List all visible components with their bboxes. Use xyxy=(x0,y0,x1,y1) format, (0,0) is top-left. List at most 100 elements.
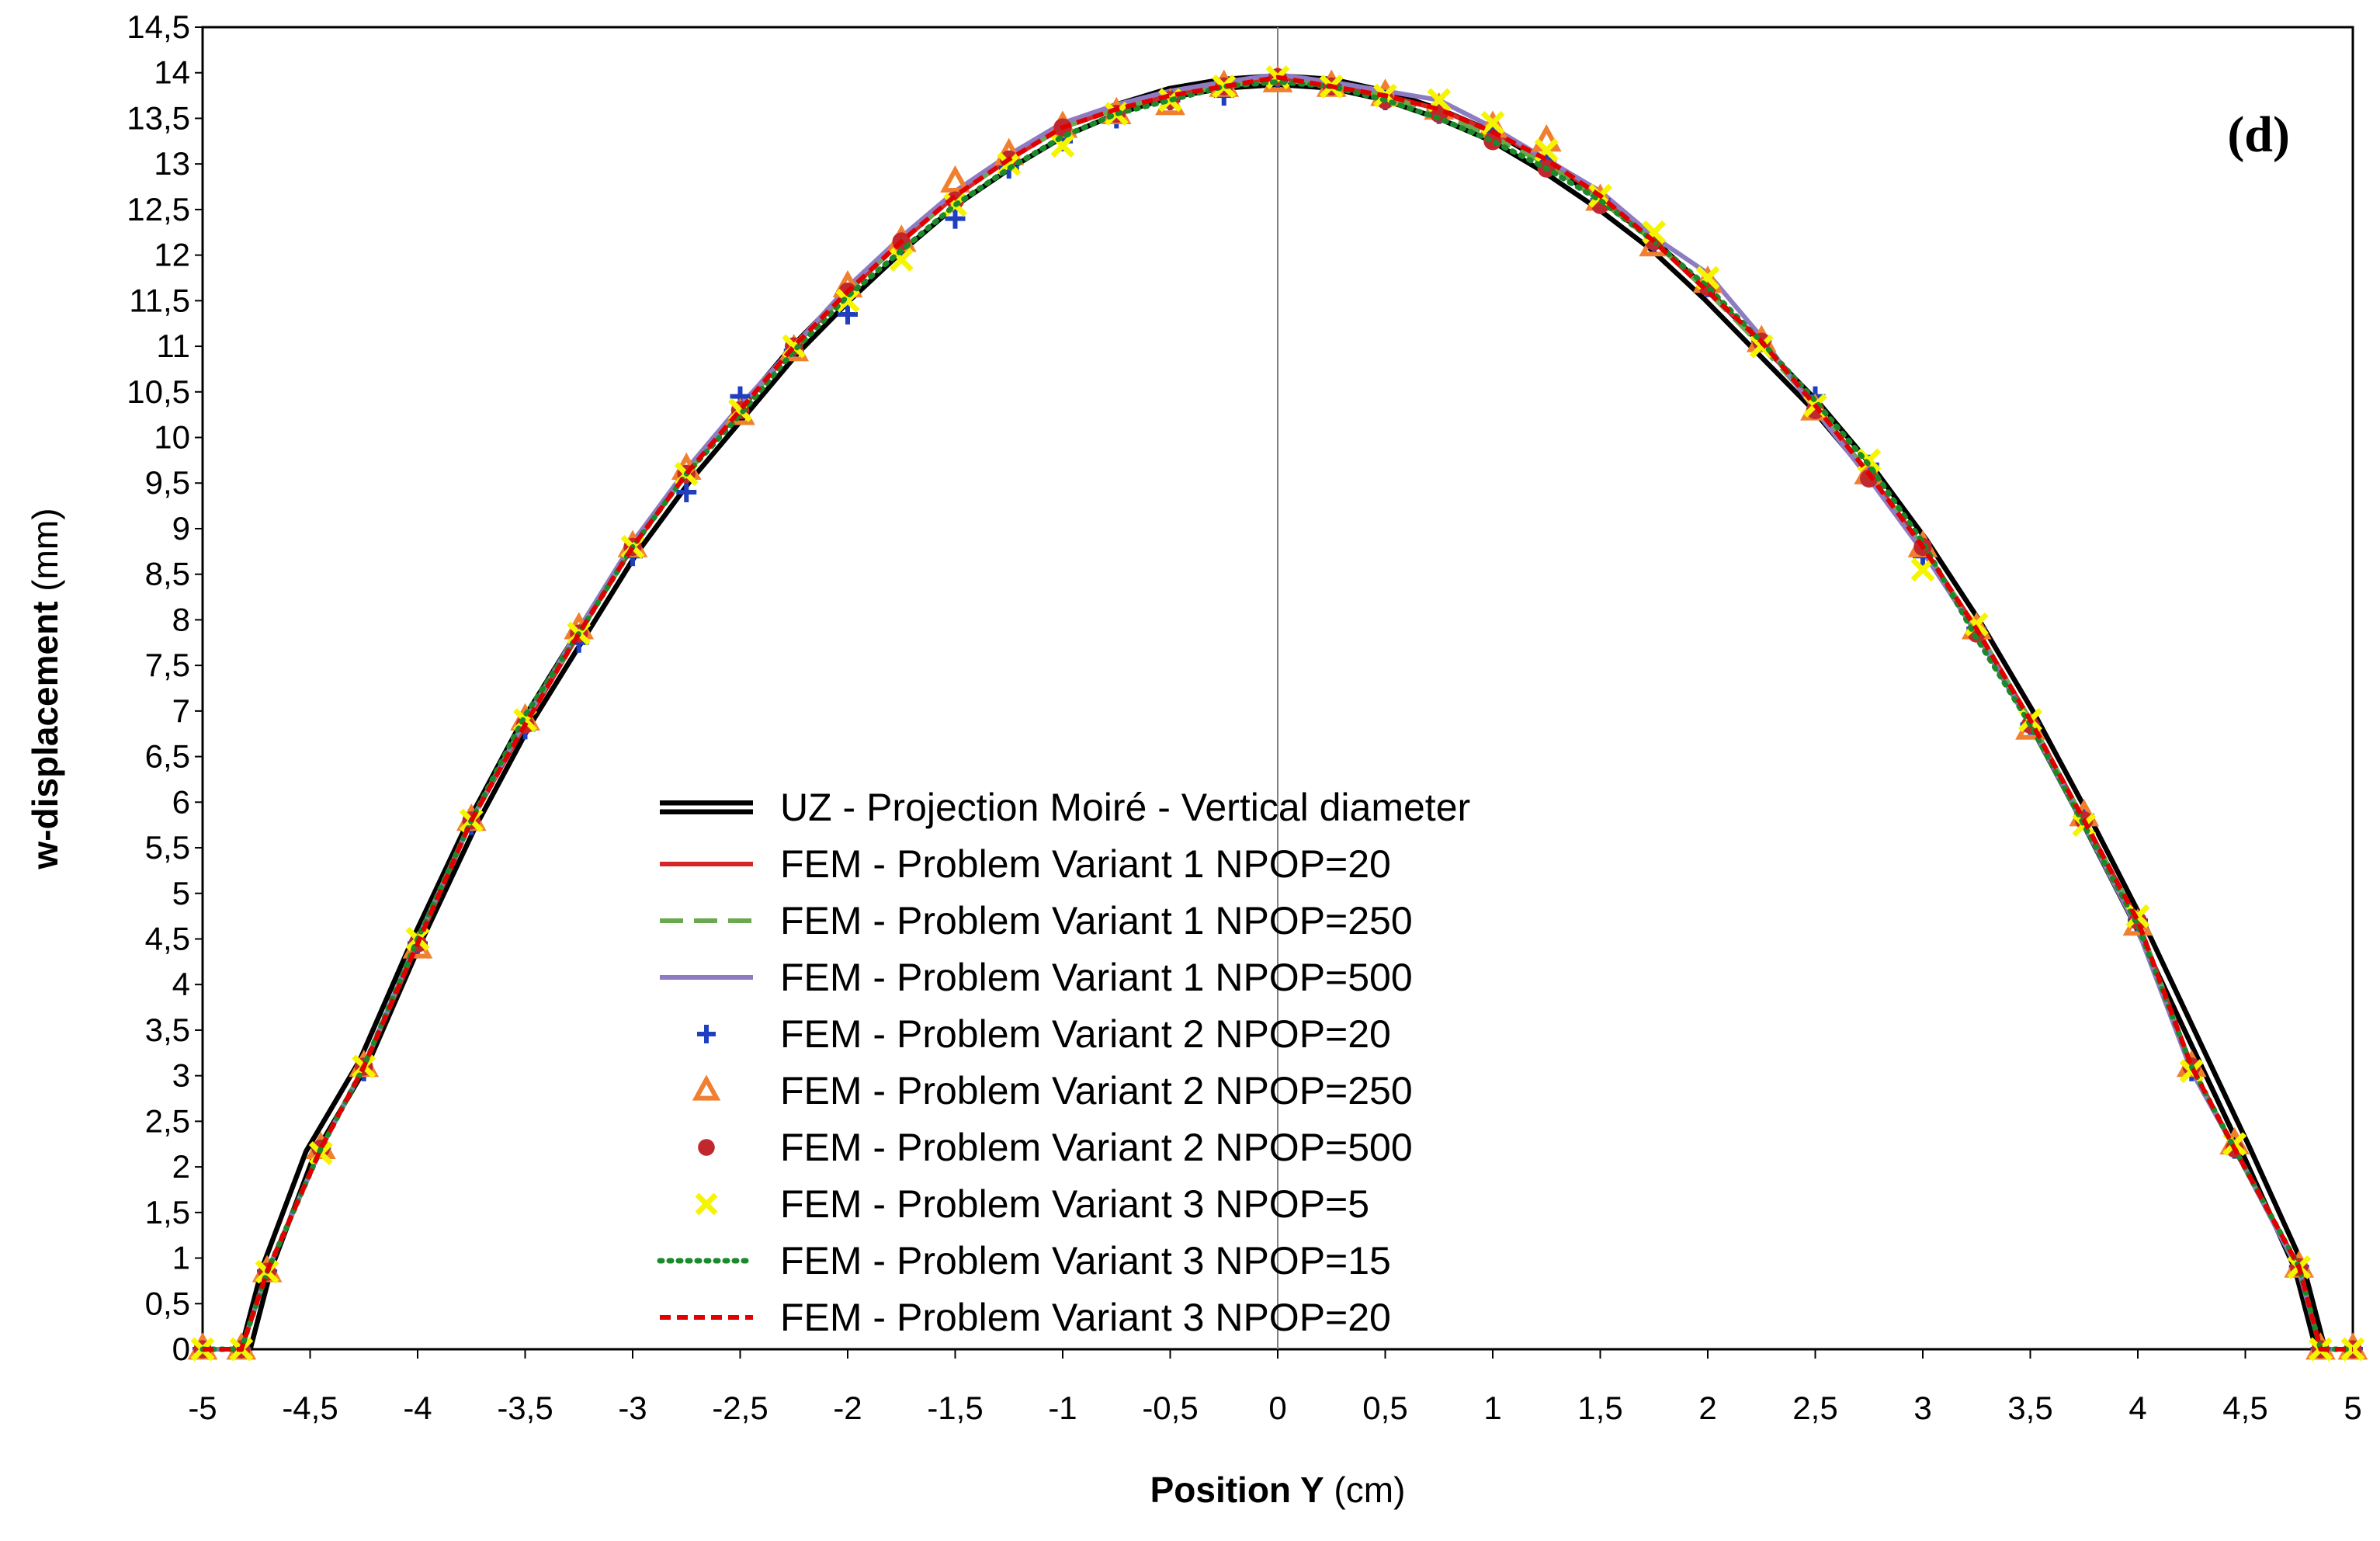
series-fem-problem-variant-3-npop-5-point-d2 xyxy=(1910,557,1935,582)
y-tick-label: 10 xyxy=(154,419,190,456)
legend-entry-uz-projection-moir-vertical-diameter: UZ - Projection Moiré - Vertical diamete… xyxy=(660,786,1470,829)
y-tick-label: 14,5 xyxy=(127,9,190,45)
legend-entry-fem-problem-variant-3-npop-5-marker xyxy=(695,1192,718,1216)
x-tick-label: 4,5 xyxy=(2222,1390,2267,1426)
series-fem-problem-variant-3-npop-5-point-d2 xyxy=(1749,334,1774,359)
legend: UZ - Projection Moiré - Vertical diamete… xyxy=(657,786,1470,1339)
series-fem-problem-variant-2-npop-250-point xyxy=(940,165,970,193)
series-fem-problem-variant-3-npop-20-line xyxy=(203,75,2353,1352)
x-tick-label: -2,5 xyxy=(712,1390,768,1426)
series-fem-problem-variant-3-npop-15 xyxy=(199,78,2356,1352)
y-tick-label: 6 xyxy=(172,783,190,820)
legend-entry-fem-problem-variant-2-npop-20-marker xyxy=(697,1025,716,1043)
y-tick-label: 13 xyxy=(154,145,190,182)
y-tick-label: 0 xyxy=(172,1331,190,1367)
series-layer xyxy=(187,64,2368,1362)
y-tick-label: 5 xyxy=(172,875,190,911)
y-tick-label: 1 xyxy=(172,1240,190,1276)
series-fem-problem-variant-2-npop-20-point xyxy=(838,304,858,325)
x-tick-label: 5 xyxy=(2344,1390,2361,1426)
legend-entry-fem-problem-variant-3-npop-20-label: FEM - Problem Variant 3 NPOP=20 xyxy=(780,1296,1391,1339)
y-tick-label: 2 xyxy=(172,1148,190,1185)
x-tick-label: 0,5 xyxy=(1362,1390,1407,1426)
panel-label: (d) xyxy=(2227,106,2290,163)
legend-entry-fem-problem-variant-2-npop-250: FEM - Problem Variant 2 NPOP=250 xyxy=(692,1069,1413,1112)
x-tick-label: -4,5 xyxy=(282,1390,338,1426)
y-tick-label: 3 xyxy=(172,1057,190,1094)
x-tick-label: -1 xyxy=(1048,1390,1077,1426)
series-fem-problem-variant-3-npop-5-point-d2 xyxy=(1480,110,1505,135)
legend-entry-fem-problem-variant-2-npop-20-label: FEM - Problem Variant 2 NPOP=20 xyxy=(780,1012,1391,1056)
y-tick-label: 7,5 xyxy=(145,647,190,683)
x-tick-label: 3,5 xyxy=(2007,1390,2052,1426)
y-tick-label: 10,5 xyxy=(127,373,190,410)
series-fem-problem-variant-3-npop-5-point-d2 xyxy=(835,288,860,313)
x-tick-label: -3,5 xyxy=(497,1390,553,1426)
series-fem-problem-variant-3-npop-5-point xyxy=(835,288,860,313)
y-tick-label: 8 xyxy=(172,601,190,637)
x-tick-label: -0,5 xyxy=(1142,1390,1198,1426)
legend-entry-fem-problem-variant-3-npop-20: FEM - Problem Variant 3 NPOP=20 xyxy=(660,1296,1391,1339)
series-fem-problem-variant-3-npop-5-point xyxy=(1910,557,1935,582)
legend-entry-fem-problem-variant-2-npop-500-marker xyxy=(698,1139,715,1156)
x-axis-title-unit: (cm) xyxy=(1324,1470,1406,1510)
x-tick-label: 1,5 xyxy=(1577,1390,1622,1426)
y-axis-title-unit: (mm) xyxy=(25,508,65,601)
legend-entry-fem-problem-variant-2-npop-500: FEM - Problem Variant 2 NPOP=500 xyxy=(698,1126,1413,1169)
legend-entry-fem-problem-variant-1-npop-500-label: FEM - Problem Variant 1 NPOP=500 xyxy=(780,956,1413,999)
legend-entry-fem-problem-variant-1-npop-250-label: FEM - Problem Variant 1 NPOP=250 xyxy=(780,899,1413,942)
y-tick-label: 4 xyxy=(172,966,190,1002)
y-tick-label: 7 xyxy=(172,692,190,729)
y-tick-label: 13,5 xyxy=(127,99,190,136)
y-tick-label: 3,5 xyxy=(145,1012,190,1048)
y-axis-title-text: w-displacement xyxy=(25,601,65,869)
y-axis-title: w-displacement (mm) xyxy=(25,508,65,869)
legend-entry-uz-projection-moir-vertical-diameter-label: UZ - Projection Moiré - Vertical diamete… xyxy=(780,786,1470,829)
legend-entry-fem-problem-variant-3-npop-15: FEM - Problem Variant 3 NPOP=15 xyxy=(657,1239,1391,1282)
legend-entry-fem-problem-variant-2-npop-500-label: FEM - Problem Variant 2 NPOP=500 xyxy=(780,1126,1413,1169)
y-tick-label: 9,5 xyxy=(145,464,190,501)
x-tick-label: -1,5 xyxy=(927,1390,983,1426)
x-tick-label: -3 xyxy=(618,1390,647,1426)
legend-entry-fem-problem-variant-3-npop-15-label: FEM - Problem Variant 3 NPOP=15 xyxy=(780,1239,1391,1282)
legend-entry-fem-problem-variant-1-npop-20: FEM - Problem Variant 1 NPOP=20 xyxy=(660,842,1391,886)
x-tick-label: 4 xyxy=(2128,1390,2146,1426)
y-tick-label: 12,5 xyxy=(127,191,190,227)
y-tick-label: 4,5 xyxy=(145,920,190,956)
y-tick-label: 11,5 xyxy=(129,282,190,318)
y-tick-label: 2,5 xyxy=(145,1102,190,1139)
y-tick-label: 6,5 xyxy=(145,738,190,775)
series-fem-problem-variant-3-npop-5-point-d2 xyxy=(889,248,914,272)
y-tick-label: 14 xyxy=(154,54,190,91)
axes-layer: 00,511,522,533,544,555,566,577,588,599,5… xyxy=(127,9,2361,1426)
series-fem-problem-variant-2-npop-20-point xyxy=(945,208,966,229)
legend-entry-fem-problem-variant-2-npop-250-marker xyxy=(692,1074,721,1101)
y-tick-label: 8,5 xyxy=(145,556,190,592)
legend-entry-fem-problem-variant-1-npop-250: FEM - Problem Variant 1 NPOP=250 xyxy=(660,899,1413,942)
x-tick-label: -5 xyxy=(188,1390,217,1426)
x-tick-label: 0 xyxy=(1268,1390,1286,1426)
x-tick-label: 2 xyxy=(1698,1390,1716,1426)
x-tick-label: 1 xyxy=(1483,1390,1501,1426)
x-tick-label: -2 xyxy=(833,1390,862,1426)
x-tick-label: 2,5 xyxy=(1792,1390,1837,1426)
series-fem-problem-variant-3-npop-5-point xyxy=(889,248,914,272)
y-tick-label: 0,5 xyxy=(145,1285,190,1321)
series-fem-problem-variant-2-npop-20-point xyxy=(676,481,697,502)
legend-entry-fem-problem-variant-2-npop-250-label: FEM - Problem Variant 2 NPOP=250 xyxy=(780,1069,1413,1112)
legend-entry-fem-problem-variant-1-npop-500: FEM - Problem Variant 1 NPOP=500 xyxy=(660,956,1413,999)
y-tick-label: 12 xyxy=(154,237,190,273)
legend-entry-fem-problem-variant-3-npop-5-label: FEM - Problem Variant 3 NPOP=5 xyxy=(780,1182,1369,1226)
series-fem-problem-variant-3-npop-20 xyxy=(203,75,2353,1352)
y-tick-label: 1,5 xyxy=(145,1194,190,1230)
x-tick-label: 3 xyxy=(1913,1390,1931,1426)
series-fem-problem-variant-3-npop-5-point-d2 xyxy=(1050,134,1075,158)
y-tick-label: 11 xyxy=(156,328,190,364)
legend-entry-fem-problem-variant-2-npop-20: FEM - Problem Variant 2 NPOP=20 xyxy=(697,1012,1391,1056)
x-tick-label: -4 xyxy=(403,1390,432,1426)
legend-entry-fem-problem-variant-3-npop-5: FEM - Problem Variant 3 NPOP=5 xyxy=(695,1182,1369,1226)
x-axis-title: Position Y (cm) xyxy=(1150,1470,1406,1510)
series-fem-problem-variant-3-npop-5-point xyxy=(1480,110,1505,135)
